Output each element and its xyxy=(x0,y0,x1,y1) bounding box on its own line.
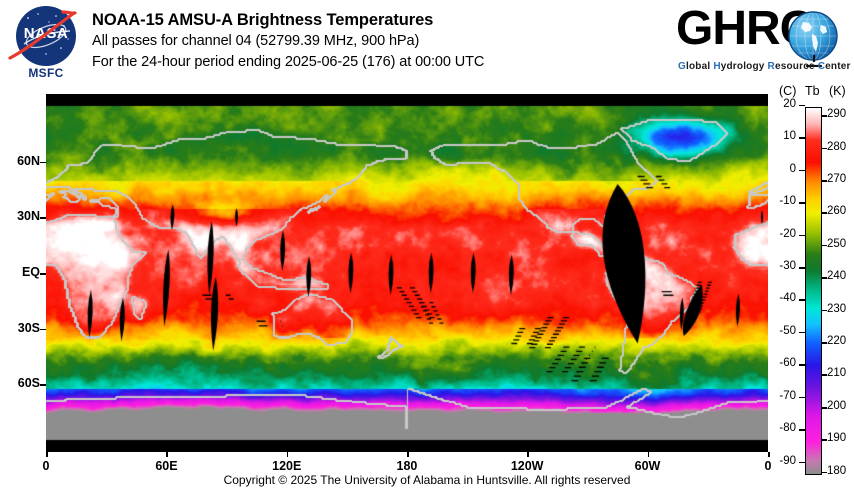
colorbar-celsius-tick: -30 xyxy=(779,260,796,272)
colorbar-kelvin-tickmark xyxy=(821,244,827,247)
colorbar-celsius-tickmark xyxy=(799,364,805,366)
ghrc-subtitle: Global Hydrology Resource Center xyxy=(678,61,851,72)
nasa-meatball-icon: NASA xyxy=(16,6,76,66)
map-lon-tickmark xyxy=(527,452,529,457)
colorbar-kelvin-tick: 290 xyxy=(827,108,847,121)
colorbar-gradient xyxy=(806,108,821,474)
colorbar-kelvin-tick: 260 xyxy=(827,205,847,218)
colorbar-celsius-tickmark xyxy=(799,169,805,172)
colorbar-kelvin-tickmark xyxy=(821,439,827,441)
colorbar-celsius-tickmark xyxy=(799,331,805,334)
colorbar-celsius-tickmark xyxy=(799,104,805,107)
colorbar-kelvin-tick: 230 xyxy=(827,302,847,315)
map-lon-tickmark xyxy=(166,452,168,457)
colorbar-kelvin-tickmark xyxy=(821,179,827,182)
colorbar-kelvin-tick: 250 xyxy=(827,237,847,250)
map-lon-label: 0 xyxy=(42,459,50,473)
colorbar-kelvin-tick: 270 xyxy=(827,172,847,185)
colorbar-celsius-tick: 10 xyxy=(783,130,796,143)
map-lon-label: 0 xyxy=(764,459,772,473)
colorbar-kelvin-tickmark xyxy=(821,374,827,377)
nasa-center-label: MSFC xyxy=(28,66,64,80)
subtitle-channel: All passes for channel 04 (52799.39 MHz,… xyxy=(92,33,420,49)
globe-icon xyxy=(788,11,838,61)
map-lat-tickmark xyxy=(40,328,46,331)
colorbar-celsius-tick: -40 xyxy=(779,292,796,305)
map-lon-tickmark xyxy=(46,452,48,457)
map-lat-label: 60S xyxy=(17,376,40,391)
colorbar-kelvin-tickmark xyxy=(821,342,827,344)
copyright-notice: Copyright © 2025 The University of Alaba… xyxy=(223,473,631,487)
map-lat-tickmark xyxy=(40,384,46,386)
colorbar-kelvin-tickmark xyxy=(821,212,827,214)
colorbar-celsius-tickmark xyxy=(799,461,805,464)
brightness-temperature-map[interactable] xyxy=(46,94,768,452)
map-lon-tickmark xyxy=(286,452,289,457)
colorbar-celsius-header: (C) xyxy=(779,84,797,98)
colorbar-celsius-tick: -10 xyxy=(779,195,796,208)
map-lat-label: 60N xyxy=(17,153,40,168)
colorbar-celsius-tick: 0 xyxy=(789,162,796,175)
map-lon-label: 60E xyxy=(155,459,178,473)
colorbar-celsius-tickmark xyxy=(799,396,805,399)
map-lat-label: 30N xyxy=(17,209,40,224)
map-raster xyxy=(46,94,768,452)
map-lat-tickmark xyxy=(40,273,46,275)
nasa-logo: NASA MSFC xyxy=(8,6,82,84)
map-lon-tickmark xyxy=(407,452,409,457)
colorbar-kelvin-tickmark xyxy=(821,471,827,474)
colorbar-kelvin-tick: 280 xyxy=(827,140,847,153)
colorbar-celsius-tickmark xyxy=(799,234,805,237)
map-lon-label: 120W xyxy=(510,459,544,473)
colorbar-kelvin-tick: 240 xyxy=(827,270,847,283)
map-lat-label: 30S xyxy=(17,320,40,335)
map-lon-label: 60W xyxy=(634,459,661,473)
map-lon-label: 120E xyxy=(272,459,302,473)
colorbar-kelvin-tickmark xyxy=(821,309,827,312)
colorbar[interactable] xyxy=(805,107,822,475)
colorbar-celsius-tick: -50 xyxy=(779,324,796,337)
colorbar-kelvin-tick: 210 xyxy=(827,367,847,380)
colorbar-celsius-tick: -70 xyxy=(779,389,796,402)
colorbar-kelvin-tick: 180 xyxy=(827,464,847,477)
map-lon-tickmark xyxy=(768,452,770,457)
subtitle-period: For the 24-hour period ending 2025-06-25… xyxy=(92,54,485,70)
colorbar-celsius-tick: -80 xyxy=(779,422,796,435)
colorbar-celsius-tick: -90 xyxy=(779,454,796,467)
ghrc-logo: GHRC xyxy=(676,3,851,79)
colorbar-tb-header: Tb xyxy=(805,84,820,98)
nasa-swoosh-icon xyxy=(8,10,77,60)
page-title: NOAA-15 AMSU-A Brightness Temperatures xyxy=(92,11,434,29)
map-lat-tickmark xyxy=(40,161,46,164)
map-lat-label: EQ xyxy=(21,265,40,279)
colorbar-kelvin-tickmark xyxy=(821,115,827,117)
colorbar-celsius-tickmark xyxy=(799,202,805,204)
colorbar-kelvin-tick: 190 xyxy=(827,432,847,445)
colorbar-celsius-tick: -60 xyxy=(779,357,796,370)
globe-stand-icon xyxy=(805,55,823,67)
colorbar-celsius-tick: 20 xyxy=(783,97,796,110)
colorbar-kelvin-tickmark xyxy=(821,277,827,279)
colorbar-celsius-tickmark xyxy=(799,137,805,139)
colorbar-kelvin-tick: 220 xyxy=(827,335,847,348)
colorbar-kelvin-header: (K) xyxy=(829,84,846,98)
colorbar-kelvin-tickmark xyxy=(821,147,827,150)
map-lon-tickmark xyxy=(647,452,650,457)
map-lon-label: 180 xyxy=(396,459,418,473)
colorbar-celsius-tickmark xyxy=(799,429,805,431)
colorbar-celsius-tickmark xyxy=(799,267,805,269)
map-lat-tickmark xyxy=(40,217,46,219)
figure-titles: NOAA-15 AMSU-A Brightness Temperatures A… xyxy=(92,9,562,73)
colorbar-kelvin-tick: 200 xyxy=(827,399,847,412)
colorbar-kelvin-tickmark xyxy=(821,406,827,409)
colorbar-celsius-tick: -20 xyxy=(779,227,796,240)
colorbar-celsius-tickmark xyxy=(799,299,805,302)
